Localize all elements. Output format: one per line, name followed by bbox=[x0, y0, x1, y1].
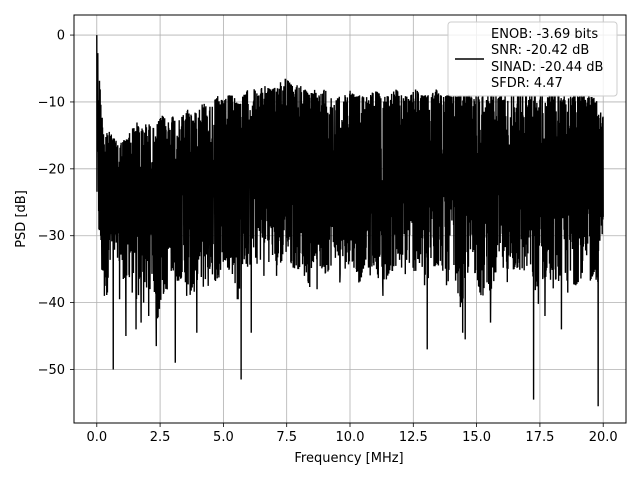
legend-box bbox=[447, 21, 618, 97]
legend-entry-enob: ENOB: -3.69 bits bbox=[491, 27, 598, 42]
x-tick-label: 15.0 bbox=[462, 430, 491, 445]
y-tick-label: −10 bbox=[38, 95, 65, 110]
legend: ENOB: -3.69 bits SNR: -20.42 dB SINAD: -… bbox=[447, 21, 618, 97]
y-tick-label: −40 bbox=[38, 296, 65, 311]
legend-entry-snr: SNR: -20.42 dB bbox=[491, 43, 589, 58]
y-axis-label: PSD [dB] bbox=[14, 190, 29, 248]
x-axis-label: Frequency [MHz] bbox=[294, 451, 403, 466]
x-tick-label: 12.5 bbox=[399, 430, 428, 445]
legend-entry-sfdr: SFDR: 4.47 bbox=[491, 76, 563, 91]
x-tick-label: 5.0 bbox=[213, 430, 234, 445]
x-tick-label: 7.5 bbox=[276, 430, 297, 445]
x-tick-label: 10.0 bbox=[336, 430, 365, 445]
x-tick-label: 0.0 bbox=[86, 430, 107, 445]
axis-ticks: 0.0 2.5 5.0 7.5 10.0 12.5 15.0 17.5 20.0 0 −10 −20 −… bbox=[38, 29, 618, 445]
psd-trace-line bbox=[96, 35, 604, 407]
x-tick-label: 2.5 bbox=[150, 430, 171, 445]
y-tick-label: −20 bbox=[38, 162, 65, 177]
y-tick-label: −50 bbox=[38, 363, 65, 378]
y-tick-label: −30 bbox=[38, 229, 65, 244]
y-tick-label: 0 bbox=[57, 29, 65, 44]
psd-series bbox=[96, 35, 604, 407]
x-tick-label: 20.0 bbox=[589, 430, 618, 445]
x-tick-label: 17.5 bbox=[525, 430, 554, 445]
legend-entry-sinad: SINAD: -20.44 dB bbox=[491, 60, 603, 75]
